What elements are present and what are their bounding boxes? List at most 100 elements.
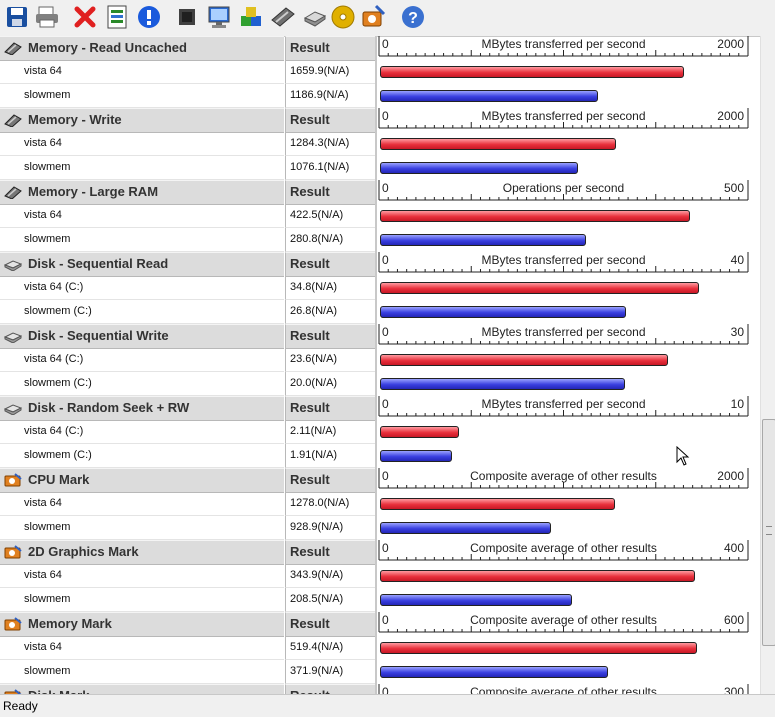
- system-name-cell: slowmem (C:): [0, 300, 284, 324]
- result-column-header[interactable]: Result: [285, 396, 376, 421]
- help-toolbar-button[interactable]: ?: [400, 4, 426, 30]
- axis-max-label: 30: [730, 325, 744, 339]
- section-name-cell[interactable]: Memory - Write: [0, 108, 284, 133]
- print-toolbar-button[interactable]: [34, 4, 60, 30]
- scrollbar-thumb[interactable]: [762, 419, 775, 646]
- result-column-header[interactable]: Result: [285, 324, 376, 349]
- graphics-3d-toolbar-button[interactable]: [238, 4, 264, 30]
- table-row[interactable]: vista 64 1278.0(N/A): [0, 492, 760, 516]
- system-name-cell: vista 64 (C:): [0, 276, 284, 300]
- section-header[interactable]: Memory - Large RAM Result 0 Operations per …: [0, 180, 760, 205]
- delete-toolbar-button[interactable]: [72, 4, 98, 30]
- axis-ticks: [378, 108, 749, 129]
- result-column-header[interactable]: Result: [285, 108, 376, 133]
- table-row[interactable]: slowmem 1076.1(N/A): [0, 156, 760, 180]
- table-row[interactable]: vista 64 422.5(N/A): [0, 204, 760, 228]
- axis-ticks: [378, 396, 749, 417]
- section-name-cell[interactable]: Memory - Large RAM: [0, 180, 284, 205]
- axis-unit-label: MBytes transferred per second: [481, 397, 646, 411]
- system-name: vista 64: [24, 137, 62, 149]
- result-bar: [380, 282, 699, 294]
- section-header[interactable]: Memory - Read Uncached Result 0 MBytes tran…: [0, 36, 760, 61]
- save-toolbar-button[interactable]: [4, 4, 30, 30]
- axis-unit-label: Composite average of other results: [470, 685, 657, 694]
- table-row[interactable]: vista 64 (C:) 34.8(N/A): [0, 276, 760, 300]
- section-name-cell[interactable]: Memory Mark: [0, 612, 284, 637]
- section-header[interactable]: Disk - Sequential Read Result 0 MBytes tran…: [0, 252, 760, 277]
- result-bar: [380, 138, 616, 150]
- section-header[interactable]: 2D Graphics Mark Result 0 Composite average…: [0, 540, 760, 565]
- section-header[interactable]: Memory Mark Result 0 Composite average of o…: [0, 612, 760, 637]
- table-row[interactable]: slowmem 1186.9(N/A): [0, 84, 760, 108]
- table-row[interactable]: slowmem 371.9(N/A): [0, 660, 760, 684]
- section-name-cell[interactable]: Disk - Random Seek + RW: [0, 396, 284, 421]
- table-row[interactable]: slowmem (C:) 26.8(N/A): [0, 300, 760, 324]
- advanced-toolbar-button[interactable]: [360, 4, 386, 30]
- result-cell: 343.9(N/A): [285, 564, 376, 588]
- help-icon: ?: [402, 6, 424, 28]
- table-row[interactable]: slowmem (C:) 1.91(N/A): [0, 444, 760, 468]
- section-header[interactable]: Disk Mark Result 0 Composite average of oth…: [0, 684, 760, 694]
- system-name-cell: slowmem (C:): [0, 372, 284, 396]
- cd-toolbar-button[interactable]: [330, 4, 356, 30]
- result-cell: 2.11(N/A): [285, 420, 376, 444]
- result-value: 23.6(N/A): [290, 353, 338, 365]
- result-bar: [380, 66, 684, 78]
- vertical-scrollbar[interactable]: [760, 36, 775, 694]
- table-row[interactable]: vista 64 1659.9(N/A): [0, 60, 760, 84]
- result-value: 280.8(N/A): [290, 233, 344, 245]
- section-name-cell[interactable]: Disk Mark: [0, 684, 284, 694]
- section-header[interactable]: Disk - Random Seek + RW Result 0 MBytes tra…: [0, 396, 760, 421]
- disk-toolbar-button[interactable]: [302, 4, 328, 30]
- table-row[interactable]: slowmem 928.9(N/A): [0, 516, 760, 540]
- cpu-toolbar-button[interactable]: [174, 4, 200, 30]
- result-column-header[interactable]: Result: [285, 180, 376, 205]
- section-name-cell[interactable]: Memory - Read Uncached: [0, 36, 284, 61]
- result-column-header[interactable]: Result: [285, 612, 376, 637]
- axis-min-label: 0: [382, 109, 389, 123]
- system-name-cell: vista 64: [0, 60, 284, 84]
- info-icon: [138, 6, 160, 28]
- section-header[interactable]: Disk - Sequential Write Result 0 MBytes tra…: [0, 324, 760, 349]
- table-row[interactable]: vista 64 1284.3(N/A): [0, 132, 760, 156]
- section-name-cell[interactable]: Disk - Sequential Read: [0, 252, 284, 277]
- info-toolbar-button[interactable]: [136, 4, 162, 30]
- section-header[interactable]: Memory - Write Result 0 MBytes transferred …: [0, 108, 760, 133]
- axis-unit-label: Composite average of other results: [470, 469, 657, 483]
- monitor-toolbar-button[interactable]: [206, 4, 232, 30]
- result-column-header[interactable]: Result: [285, 540, 376, 565]
- table-row[interactable]: slowmem 280.8(N/A): [0, 228, 760, 252]
- system-name-cell: slowmem: [0, 516, 284, 540]
- report-toolbar-button[interactable]: [104, 4, 130, 30]
- result-cell: 34.8(N/A): [285, 276, 376, 300]
- result-cell: 1.91(N/A): [285, 444, 376, 468]
- result-column-header[interactable]: Result: [285, 684, 376, 694]
- result-value: 208.5(N/A): [290, 593, 344, 605]
- result-header-label: Result: [290, 328, 330, 343]
- result-column-header[interactable]: Result: [285, 252, 376, 277]
- table-row[interactable]: vista 64 519.4(N/A): [0, 636, 760, 660]
- axis-max-label: 2000: [717, 469, 744, 483]
- table-row[interactable]: vista 64 (C:) 2.11(N/A): [0, 420, 760, 444]
- system-name: vista 64: [24, 65, 62, 77]
- section-name-cell[interactable]: 2D Graphics Mark: [0, 540, 284, 565]
- section-name-cell[interactable]: Disk - Sequential Write: [0, 324, 284, 349]
- result-bar: [380, 426, 459, 438]
- result-column-header[interactable]: Result: [285, 468, 376, 493]
- system-name-cell: slowmem: [0, 84, 284, 108]
- section-header[interactable]: CPU Mark Result 0 Composite average of othe…: [0, 468, 760, 493]
- table-row[interactable]: vista 64 343.9(N/A): [0, 564, 760, 588]
- table-row[interactable]: slowmem 208.5(N/A): [0, 588, 760, 612]
- result-column-header[interactable]: Result: [285, 36, 376, 61]
- memory-toolbar-button[interactable]: [270, 4, 296, 30]
- table-row[interactable]: slowmem (C:) 20.0(N/A): [0, 372, 760, 396]
- chart-axis: 0 Composite average of other results 600: [377, 612, 750, 635]
- system-name: vista 64: [24, 497, 62, 509]
- result-bar: [380, 498, 615, 510]
- print-icon: [36, 6, 58, 28]
- result-cell: 1186.9(N/A): [285, 84, 376, 108]
- section-name-cell[interactable]: CPU Mark: [0, 468, 284, 493]
- table-row[interactable]: vista 64 (C:) 23.6(N/A): [0, 348, 760, 372]
- axis-min-label: 0: [382, 325, 389, 339]
- report-icon: [107, 5, 127, 29]
